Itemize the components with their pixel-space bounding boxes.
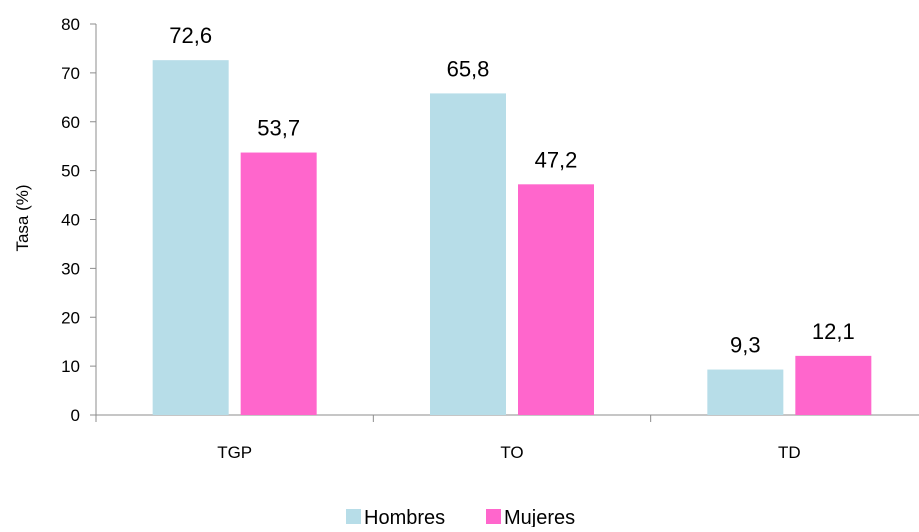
data-label: 47,2 bbox=[535, 147, 578, 172]
data-label: 72,6 bbox=[169, 23, 212, 48]
data-label: 12,1 bbox=[812, 319, 855, 344]
y-tick-label: 10 bbox=[61, 357, 80, 376]
bar bbox=[795, 355, 872, 415]
y-tick-label: 70 bbox=[61, 64, 80, 83]
x-axis: TGP TO TD bbox=[95, 414, 919, 462]
y-tick-label: 40 bbox=[61, 211, 80, 230]
data-labels-group: 72,6 53,7 65,8 47,2 9,3 12,1 bbox=[169, 23, 854, 357]
y-tick-label: 60 bbox=[61, 113, 80, 132]
bar bbox=[240, 152, 317, 415]
x-tick-label: TD bbox=[778, 443, 801, 462]
y-tick-label: 30 bbox=[61, 259, 80, 278]
bar bbox=[430, 93, 506, 415]
y-tick-label: 80 bbox=[61, 15, 80, 34]
legend-label: Mujeres bbox=[504, 507, 575, 527]
y-tick-label: 50 bbox=[61, 162, 80, 181]
bar bbox=[707, 369, 784, 415]
y-tick-label: 20 bbox=[61, 308, 80, 327]
y-axis: 0 10 20 30 40 50 60 70 80 bbox=[61, 15, 97, 425]
bar bbox=[152, 60, 229, 415]
bar bbox=[518, 184, 594, 415]
bars-group bbox=[152, 60, 872, 415]
data-label: 65,8 bbox=[447, 56, 490, 81]
legend: Hombres Mujeres bbox=[346, 507, 575, 529]
x-tick-label: TGP bbox=[217, 443, 252, 462]
legend-swatch bbox=[486, 509, 501, 524]
legend-label: Hombres bbox=[364, 507, 445, 527]
x-tick-label: TO bbox=[500, 443, 523, 462]
y-axis-title: Tasa (%) bbox=[13, 184, 32, 251]
y-tick-label: 0 bbox=[71, 406, 80, 425]
data-label: 9,3 bbox=[730, 333, 761, 358]
data-label: 53,7 bbox=[257, 116, 300, 141]
legend-swatch bbox=[346, 509, 361, 524]
